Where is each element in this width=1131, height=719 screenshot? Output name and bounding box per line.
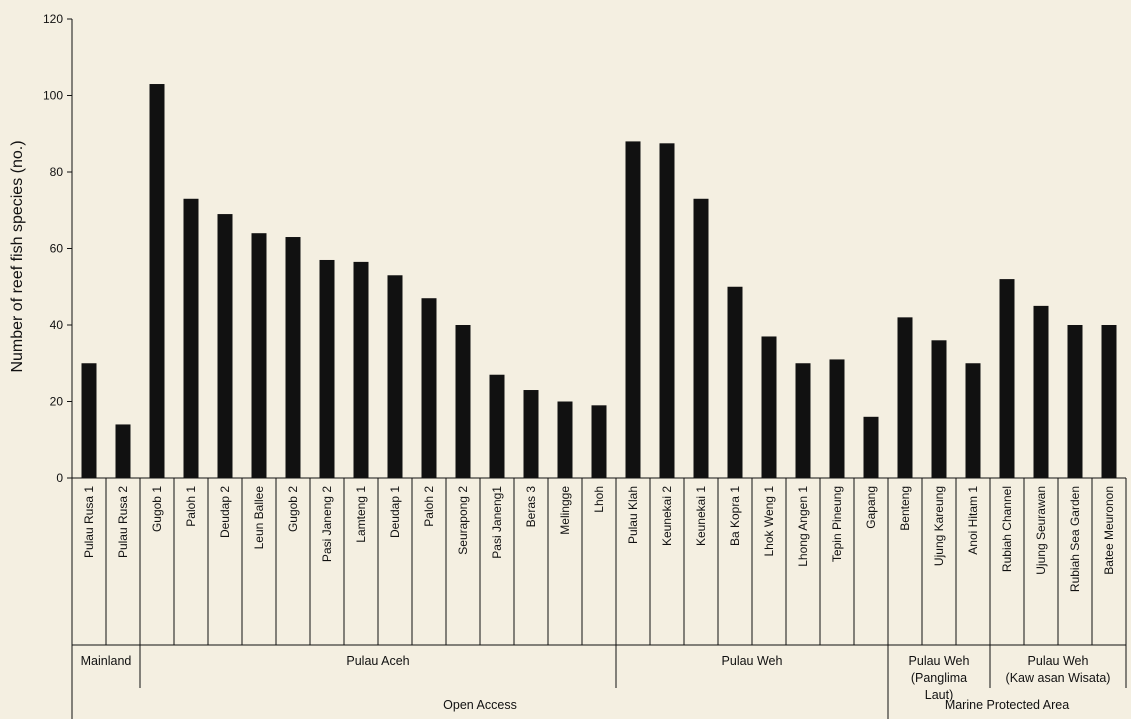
x-category-label: Paloh 1 [184,486,198,527]
x-category-label: Melingge [558,486,572,535]
x-category-label: Lhong Angen 1 [796,486,810,567]
x-category-label: Anoi Hitam 1 [966,486,980,555]
bar [591,405,607,478]
bar [999,279,1015,478]
x-category-label: Ba Kopra 1 [728,486,742,546]
x-category-label: Gugob 1 [150,486,164,532]
x-category-label: Tepin Pineung [830,486,844,562]
bar [319,259,335,478]
bar [81,363,97,478]
group-label-level2: Open Access [443,698,517,712]
bar [1033,305,1049,478]
x-category-label: Pulau Klah [626,486,640,544]
group-label: Mainland [81,654,132,668]
bar [659,143,675,478]
bar [183,198,199,478]
bar [455,325,471,478]
bar [931,340,947,478]
group-label: Pulau Weh [722,654,783,668]
x-category-label: Ujung Seurawan [1034,486,1048,575]
group-label: Pulau Weh (Panglima Laut) [909,654,970,702]
x-category-label: Beras 3 [524,486,538,528]
bar [693,198,709,478]
bar [795,363,811,478]
bar [863,416,879,478]
y-tick-label: 60 [50,242,64,256]
bar [523,390,539,478]
x-category-label: Rubiah Channel [1000,486,1014,572]
bar [1101,325,1117,478]
x-category-label: Ujung Kareung [932,486,946,566]
x-category-label: Lamteng 1 [354,486,368,543]
bar [285,237,301,478]
x-category-label: Benteng [898,486,912,531]
bar [251,233,267,478]
bar [387,275,403,478]
x-category-label: Pasi Janeng1 [490,486,504,559]
bar [217,214,233,478]
bar [761,336,777,478]
y-tick-label: 20 [50,395,64,409]
x-category-label: Gugob 2 [286,486,300,532]
x-category-label: Pulau Rusa 2 [116,486,130,558]
x-category-label: Pulau Rusa 1 [82,486,96,558]
y-tick-label: 0 [56,471,63,485]
bar [557,401,573,478]
x-category-label: Rubiah Sea Garden [1068,486,1082,592]
group-label-level2: Marine Protected Area [945,698,1069,712]
x-category-label: Leun Ballee [252,486,266,550]
x-category-label: Lhok Weng 1 [762,486,776,557]
x-category-label: Batee Meuronon [1102,486,1116,575]
bar [149,84,165,479]
bar [727,286,743,478]
bar [965,363,981,478]
group-label: Pulau Aceh [346,654,409,668]
y-axis-label: Number of reef fish species (no.) [9,140,26,372]
y-tick-label: 80 [50,165,64,179]
x-category-label: Lhoh [592,486,606,513]
bar [625,141,641,478]
y-tick-label: 100 [43,89,63,103]
bar [115,424,131,478]
x-category-label: Keunekai 1 [694,486,708,546]
x-category-label: Seurapong 2 [456,486,470,555]
x-category-label: Gapang [864,486,878,529]
x-category-label: Keunekai 2 [660,486,674,546]
x-category-label: Deudap 1 [388,486,402,538]
bar [1067,325,1083,478]
bar [421,298,437,478]
y-tick-label: 120 [43,12,63,26]
x-category-label: Deudap 2 [218,486,232,538]
bar [489,374,505,478]
bar [829,359,845,478]
group-label: Pulau Weh (Kaw asan Wisata) [1006,654,1111,685]
x-category-label: Paloh 2 [422,486,436,527]
bar [897,317,913,478]
x-category-label: Pasi Janeng 2 [320,486,334,562]
bar [353,261,369,478]
y-tick-label: 40 [50,318,64,332]
